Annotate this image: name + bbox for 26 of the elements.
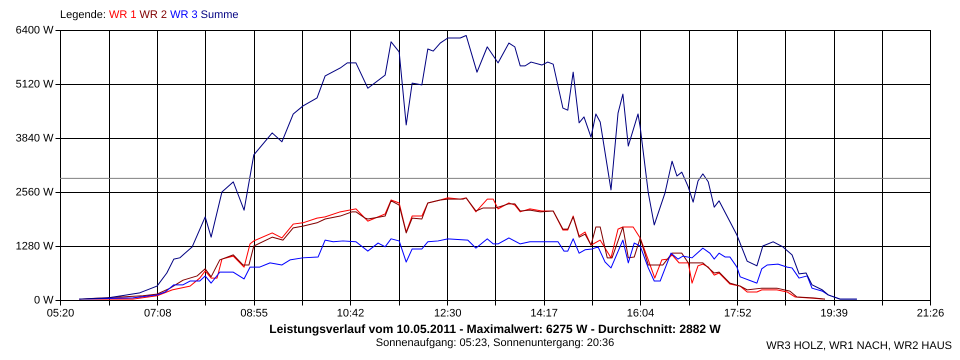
text: WR 3: [170, 9, 198, 21]
line-series: [78, 197, 826, 300]
x-tick-label: 16:04: [626, 308, 654, 320]
x-tick-label: 21:26: [916, 308, 944, 320]
y-tick-label: 6400 W: [16, 24, 54, 36]
y-tick-label: 5120 W: [16, 78, 54, 90]
y-tick-label: 2560 W: [16, 186, 54, 198]
x-tick-label: 07:08: [144, 308, 172, 320]
y-tick-label: 3840 W: [16, 132, 54, 144]
text: WR 2: [140, 9, 167, 21]
text: WR 1: [108, 9, 136, 21]
x-tick-label: 12:30: [434, 308, 462, 320]
x-tick-label: 17:52: [724, 308, 752, 320]
text: Sonnenaufgang: 05:23, Sonnenuntergang: 20:36: [376, 337, 614, 349]
text: Leistungsverlauf vom 10.05.2011 - Maximalwert: 6275 W - Durchschnitt: 2882 W: [269, 322, 722, 336]
x-tick-label: 05:20: [46, 308, 74, 320]
text: Summe: [200, 9, 239, 21]
text: WR3 HOLZ, WR1 NACH, WR2 HAUS: [766, 340, 952, 352]
y-tick-label: 1280 W: [16, 240, 54, 252]
x-tick-label: 14:17: [530, 308, 558, 320]
line-series: [78, 34, 858, 300]
x-tick-label: 08:55: [240, 308, 268, 320]
y-tick-label: 0 W: [34, 294, 54, 306]
x-tick-label: 19:39: [820, 308, 848, 320]
x-tick-label: 10:42: [336, 308, 364, 320]
legend-title: Legende:: [60, 9, 106, 21]
